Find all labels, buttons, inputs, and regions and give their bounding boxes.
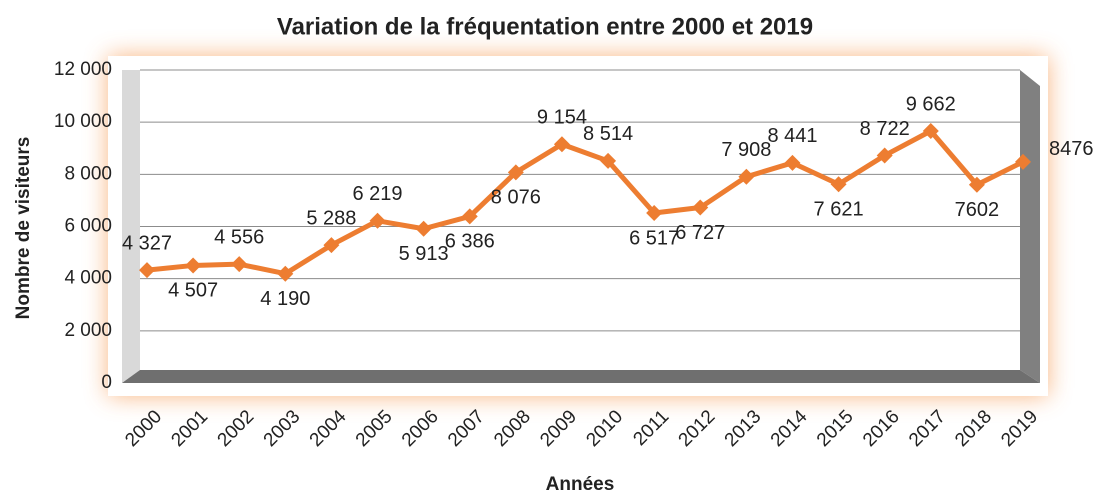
marker [415,220,432,237]
x-tick-label: 2011 [629,406,673,450]
data-label: 8476 [1049,138,1094,160]
marker [600,152,617,169]
y-tick-label: 4 000 [64,268,112,289]
x-axis-title: Années [546,474,615,495]
x-tick-label: 2013 [721,406,766,451]
line-series [146,128,1025,277]
x-tick-label: 2004 [306,406,351,451]
marker [553,136,570,153]
data-label: 6 386 [445,231,495,253]
x-tick-label: 2006 [398,406,443,451]
x-tick-label: 2001 [167,406,212,451]
data-label: 7602 [955,199,1000,221]
data-label: 5 913 [399,243,449,265]
marker [968,176,985,193]
x-tick-label: 2014 [767,406,812,451]
marker [830,176,847,193]
y-tick-label: 10 000 [54,111,112,132]
data-label: 7 621 [814,199,864,221]
x-tick-label: 2018 [951,406,996,451]
marker [139,262,155,279]
x-tick-label: 2003 [260,406,305,451]
marker [738,168,755,185]
y-axis-title: Nombre de visiteurs [13,137,34,320]
y-tick-label: 0 [101,372,112,393]
marker [784,154,801,171]
marker [231,256,248,273]
right-wall [1020,70,1040,383]
marker [922,122,939,139]
x-tick-label: 2010 [582,406,627,451]
x-tick-label: 2005 [352,406,397,451]
x-tick-label: 2012 [675,406,720,451]
marker [646,205,663,222]
data-label: 4 507 [168,280,218,302]
data-label: 9 154 [537,107,587,129]
marker [876,147,893,164]
data-label: 8 514 [583,123,633,145]
x-tick-label: 2002 [214,406,259,451]
data-label: 8 076 [491,187,541,209]
y-tick-label: 8 000 [64,163,112,184]
marker [692,199,709,216]
floor [122,370,1040,383]
left-wall [122,70,140,383]
marker [369,212,386,229]
marker [185,257,202,274]
data-label: 9 662 [906,93,956,115]
x-tick-label: 2017 [905,406,950,451]
data-label: 6 727 [675,222,725,244]
marker [507,164,524,181]
x-tick-label: 2009 [536,406,581,451]
y-tick-label: 6 000 [64,216,112,237]
chart-title: Variation de la fréquentation entre 2000… [277,13,813,40]
marker [277,265,294,282]
x-tick-label: 2008 [490,406,535,451]
marker [461,208,478,225]
x-tick-label: 2019 [997,406,1042,451]
data-label: 4 327 [122,232,172,254]
data-label: 6 219 [352,183,402,205]
data-label: 8 722 [860,118,910,140]
data-label: 7 908 [721,139,771,161]
y-tick-label: 2 000 [64,320,112,341]
data-label: 4 190 [260,288,310,310]
marker [1015,153,1031,170]
data-label: 5 288 [306,207,356,229]
x-tick-label: 2016 [859,406,904,451]
y-tick-label: 12 000 [54,59,112,80]
x-tick-label: 2007 [444,406,489,451]
marker [323,237,340,254]
x-tick-label: 2015 [813,406,858,451]
data-label: 6 517 [629,227,679,249]
data-label: 8 441 [767,125,817,147]
data-label: 4 556 [214,226,264,248]
x-tick-label: 2000 [121,406,166,451]
